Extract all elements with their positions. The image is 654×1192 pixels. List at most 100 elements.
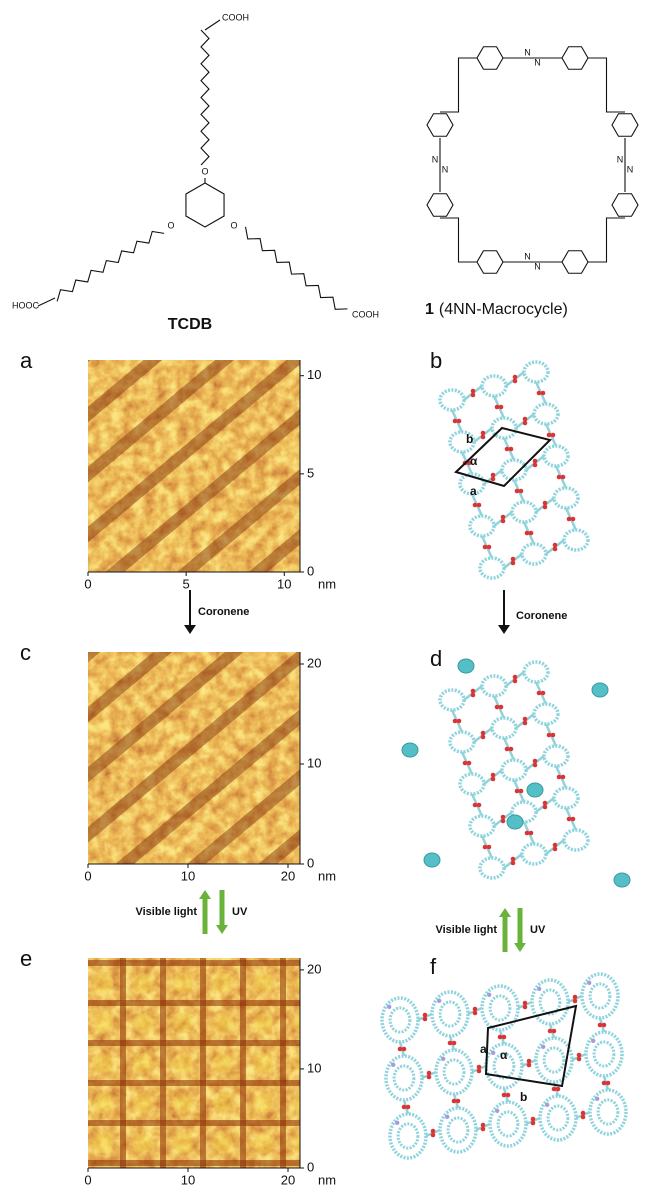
acid-dot bbox=[572, 994, 578, 1000]
arrow-head bbox=[499, 908, 511, 917]
inner-ring bbox=[488, 994, 512, 1022]
bond bbox=[440, 57, 477, 113]
ring bbox=[476, 250, 504, 274]
acid-dot bbox=[486, 844, 492, 850]
pore-ring bbox=[384, 1054, 424, 1102]
pore-ring bbox=[580, 972, 620, 1020]
ring bbox=[611, 113, 639, 137]
inner-ring bbox=[546, 1104, 570, 1132]
panels: a 0 5 10 0 5 10 nm c 0 10 20 0 10 20 nm e 0 10 20 0 10 20 nm b d f… bbox=[20, 348, 631, 1187]
acid-dot bbox=[480, 1126, 486, 1132]
pore-ring bbox=[562, 828, 590, 852]
pore-ring bbox=[538, 1094, 578, 1142]
acid-dot bbox=[466, 760, 472, 766]
stm-texture bbox=[88, 360, 300, 572]
compound-name: (4NN-Macrocycle) bbox=[439, 301, 568, 318]
acid-dot bbox=[505, 1092, 511, 1098]
pore-ring bbox=[552, 486, 580, 510]
acid-dot bbox=[486, 544, 492, 550]
acid-dot bbox=[508, 746, 514, 752]
chain bbox=[244, 226, 348, 310]
azo-dot bbox=[441, 1056, 446, 1062]
acid-dot bbox=[540, 390, 546, 396]
azo-dot bbox=[595, 1096, 600, 1102]
atom-label: N bbox=[617, 154, 624, 164]
atom-label: O bbox=[201, 166, 208, 176]
acid-dot bbox=[512, 374, 518, 380]
acid-dot bbox=[498, 704, 504, 710]
bond bbox=[204, 19, 221, 31]
acid-dot bbox=[510, 556, 516, 562]
acid-dot bbox=[501, 1034, 507, 1040]
ring bbox=[426, 113, 454, 137]
acid-dot bbox=[490, 472, 496, 478]
pore-ring bbox=[562, 528, 590, 552]
x-tick-label: 20 bbox=[281, 868, 295, 883]
x-tick-label: 10 bbox=[277, 576, 291, 591]
inner-ring bbox=[442, 1058, 466, 1086]
ring bbox=[561, 46, 589, 70]
coronene bbox=[423, 852, 441, 868]
acid-dot bbox=[552, 546, 558, 552]
compound-name: TCDB bbox=[168, 316, 212, 333]
acid-dot bbox=[476, 802, 482, 808]
atom-label: N bbox=[627, 164, 634, 174]
lattice-label: a bbox=[480, 1042, 487, 1056]
acid-dot bbox=[512, 378, 518, 384]
step-label: UV bbox=[530, 924, 546, 936]
acid-dot bbox=[422, 1016, 428, 1022]
inner-ring bbox=[542, 1046, 566, 1074]
lattice-label: a bbox=[470, 484, 477, 498]
y-tick-label: 0 bbox=[307, 855, 314, 870]
acid-dot bbox=[552, 846, 558, 852]
azo-dot bbox=[387, 1004, 392, 1009]
acid-dot bbox=[476, 1064, 482, 1070]
pore-ring bbox=[488, 1100, 528, 1148]
y-tick-label: 10 bbox=[307, 1060, 321, 1075]
axis-unit: nm bbox=[318, 576, 336, 591]
x-tick-label: 5 bbox=[183, 576, 190, 591]
pore-ring bbox=[520, 542, 548, 566]
acid-dot bbox=[447, 1040, 453, 1046]
inner-ring bbox=[496, 1110, 520, 1138]
pore-ring bbox=[430, 990, 470, 1038]
acid-label: COOH bbox=[222, 12, 249, 22]
acid-dot bbox=[542, 800, 548, 806]
x-tick-label: 10 bbox=[181, 1172, 195, 1187]
acid-dot bbox=[476, 502, 482, 508]
step-label: Coronene bbox=[516, 610, 567, 622]
pore-ring bbox=[542, 744, 570, 768]
acid-dot bbox=[556, 774, 562, 780]
ring bbox=[185, 182, 225, 228]
pore-ring bbox=[478, 556, 506, 580]
step-label: Visible light bbox=[135, 906, 197, 918]
inner-ring bbox=[396, 1122, 420, 1150]
acid-dot bbox=[426, 1070, 432, 1076]
azo-dot bbox=[491, 1050, 496, 1056]
atom-label: N bbox=[432, 154, 439, 164]
acid-dot bbox=[500, 518, 506, 524]
acid-dot bbox=[472, 1010, 478, 1016]
pore-ring bbox=[500, 758, 528, 782]
acid-dot bbox=[550, 732, 556, 738]
lattice-label: α bbox=[470, 454, 478, 468]
atom-label: N bbox=[442, 164, 449, 174]
lattice-label: b bbox=[520, 1090, 527, 1104]
inner-ring bbox=[388, 1006, 412, 1034]
acid-dot bbox=[528, 530, 534, 536]
acid-dot bbox=[566, 516, 572, 522]
acid-dot bbox=[490, 772, 496, 778]
acid-dot bbox=[401, 1046, 407, 1052]
pore-ring bbox=[532, 402, 560, 426]
arrow-head bbox=[514, 943, 526, 952]
acid-dot bbox=[482, 844, 488, 850]
chain bbox=[200, 29, 210, 166]
atom-label: N bbox=[534, 57, 541, 67]
azo-dot bbox=[591, 1038, 596, 1044]
acid-dot bbox=[480, 434, 486, 440]
acid-dot bbox=[512, 678, 518, 684]
acid-dot bbox=[540, 690, 546, 696]
acid-dot bbox=[542, 504, 548, 510]
acid-dot bbox=[570, 816, 576, 822]
acid-dot bbox=[580, 1110, 586, 1116]
